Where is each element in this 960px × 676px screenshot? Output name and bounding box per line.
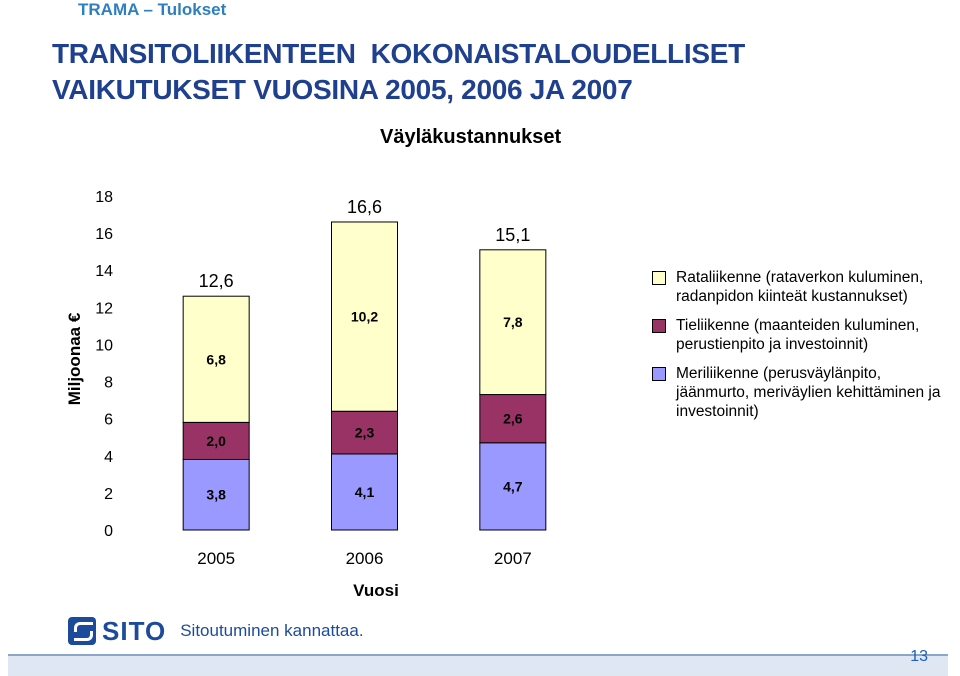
x-axis-label: Vuosi	[353, 581, 399, 600]
legend-label: Rataliikenne (rataverkon kuluminen, rada…	[676, 269, 924, 305]
bar-value-label: 4,1	[355, 484, 375, 500]
page-number: 13	[910, 648, 928, 665]
slide-title-line-1: TRANSITOLIIKENTEEN KOKONAISTALOUDELLISET	[52, 38, 745, 69]
bar-total-label: 16,6	[347, 197, 382, 217]
bar-segment	[182, 458, 250, 531]
stacked-bar-chart: 0 2 4 6 8 10 12 14 16 18 Miljoonaa € 3,8 2,0 6,8 12,6 2…	[65, 189, 547, 600]
x-tick-label: 2007	[494, 549, 532, 568]
legend-label: Tieliikenne (maanteiden kuluminen, perus…	[676, 317, 920, 353]
logo-word: SITO	[102, 615, 167, 646]
legend-label: Meriliikenne (perusväylänpito, jäänmurto…	[676, 365, 941, 420]
bar-total-label: 12,6	[199, 271, 234, 291]
bar-total-label: 15,1	[495, 225, 530, 245]
x-tick-label: 2005	[197, 549, 235, 568]
bar-value-label: 6,8	[206, 351, 226, 367]
y-tick-label: 14	[95, 263, 113, 280]
legend-item: Meriliikenne (perusväylänpito, jäänmurto…	[652, 364, 952, 421]
bar-segment	[479, 394, 547, 444]
y-tick-label: 18	[95, 189, 113, 206]
bar-value-label: 3,8	[206, 487, 226, 503]
bar-value-label: 7,8	[503, 314, 523, 330]
bar-value-label: 2,3	[355, 425, 375, 441]
y-tick-label: 6	[104, 412, 113, 429]
bar-value-label: 2,6	[503, 411, 523, 427]
footer-bar	[8, 654, 948, 676]
legend-swatch	[652, 271, 666, 285]
legend-item: Tieliikenne (maanteiden kuluminen, perus…	[652, 316, 952, 354]
header-tag: TRAMA – Tulokset	[78, 0, 227, 19]
y-axis-label: Miljoonaa €	[65, 312, 84, 405]
bar-value-label: 2,0	[206, 433, 226, 449]
y-tick-label: 16	[95, 226, 113, 243]
slide-title-line-2: VAIKUTUKSET VUOSINA 2005, 2006 JA 2007	[52, 74, 633, 105]
chart-legend: Rataliikenne (rataverkon kuluminen, rada…	[652, 268, 952, 431]
slide-title: TRANSITOLIIKENTEEN KOKONAISTALOUDELLISET…	[52, 36, 912, 108]
y-tick-label: 12	[95, 300, 113, 317]
y-tick-label: 4	[104, 449, 113, 466]
y-tick-label: 8	[104, 375, 113, 392]
bar-segment	[479, 442, 547, 531]
sito-logo-icon	[68, 617, 96, 645]
legend-item: Rataliikenne (rataverkon kuluminen, rada…	[652, 268, 952, 306]
bar-segment	[182, 295, 250, 423]
bar-segment	[331, 221, 398, 412]
bar-segment	[479, 249, 547, 396]
logo-slogan: Sitoutuminen kannattaa.	[180, 621, 364, 640]
y-tick-label: 10	[95, 337, 113, 354]
bar-segment	[331, 453, 398, 531]
legend-swatch	[652, 367, 666, 381]
y-tick-label: 2	[104, 486, 113, 503]
sito-logo: SITO Sitoutuminen kannattaa.	[68, 616, 364, 646]
y-tick-label: 0	[104, 523, 113, 540]
x-tick-label: 2006	[346, 549, 384, 568]
chart-title: Väyläkustannukset	[380, 126, 562, 148]
bar-value-label: 4,7	[503, 478, 523, 494]
bar-segment	[182, 421, 250, 460]
legend-swatch	[652, 319, 666, 333]
bar-value-label: 10,2	[351, 309, 378, 325]
